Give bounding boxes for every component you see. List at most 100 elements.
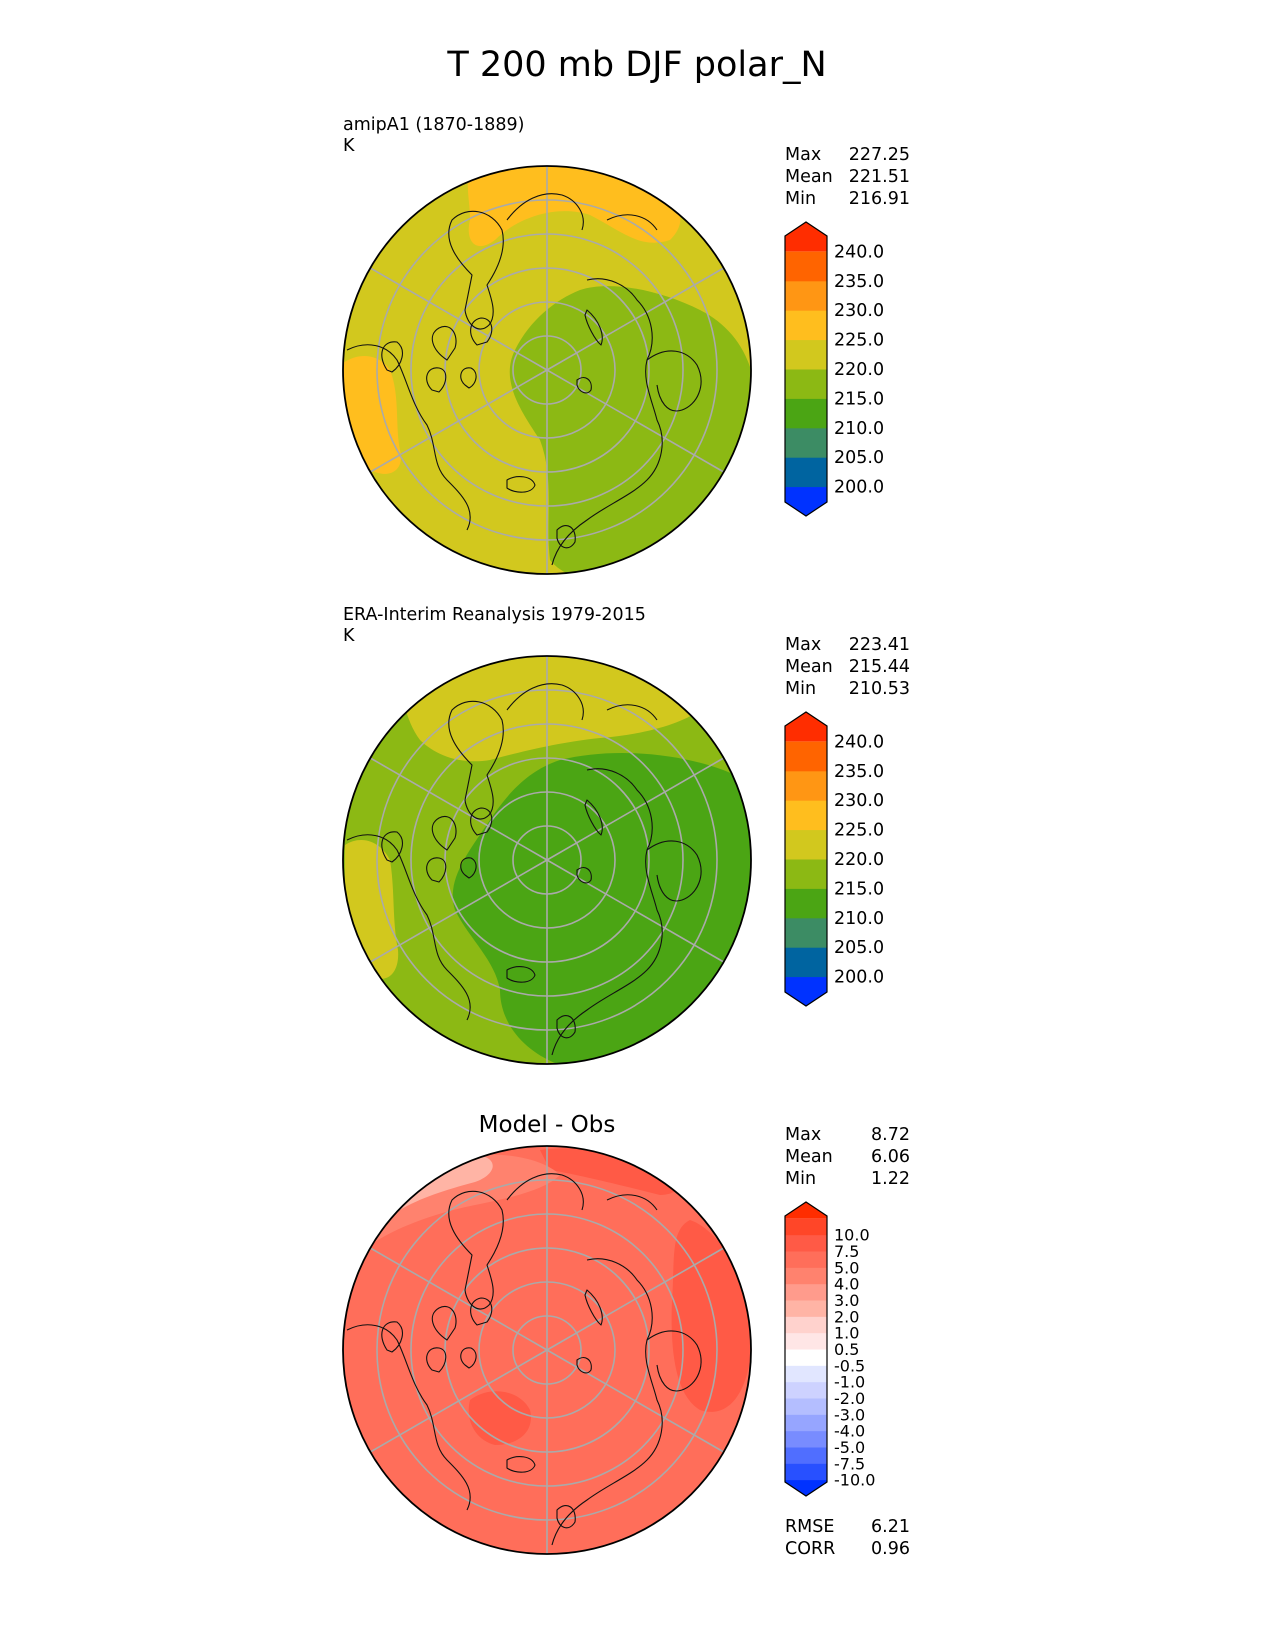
colorbar-swatch (785, 1430, 827, 1448)
colorbar-swatch (785, 1463, 827, 1481)
colorbar-swatch (785, 1251, 827, 1268)
panel-1-map-border (342, 165, 752, 575)
colorbar-tick-label: 1.0 (834, 1324, 859, 1343)
stat-label: Mean (785, 1147, 833, 1167)
stat-label: CORR (785, 1539, 835, 1559)
panel-2: ERA-Interim Reanalysis 1979-2015 K Max (342, 605, 910, 1065)
colorbar-swatch (785, 1365, 827, 1383)
colorbar-swatch (785, 457, 827, 488)
panel-3-extra-stats: RMSE 6.21 CORR 0.96 (785, 1517, 910, 1559)
colorbar-swatch (785, 339, 827, 370)
stat-value: 223.41 (849, 635, 910, 655)
stat-label: Mean (785, 167, 833, 187)
stat-label: Max (785, 635, 821, 655)
panel-2-stats: Max 223.41 Mean 215.44 Min 210.53 (785, 635, 910, 699)
stat-label: Min (785, 679, 816, 699)
colorbar-swatch (785, 222, 827, 252)
figure-title: T 200 mb DJF polar_N (446, 45, 826, 85)
colorbar-tick-label: 200.0 (834, 968, 884, 988)
panel-1-units: K (343, 136, 355, 156)
colorbar-swatch (785, 251, 827, 282)
colorbar-swatch (785, 859, 827, 889)
colorbar-swatch (785, 1479, 827, 1496)
panel-2-colorbar: 200.0 205.0 210.0 215.0 220.0 225.0 230.0 235.0… (784, 711, 884, 1007)
colorbar-tick-label: -2.0 (834, 1389, 865, 1408)
colorbar-swatch (785, 712, 827, 742)
colorbar-swatch (785, 829, 827, 860)
colorbar-tick-label: 230.0 (834, 791, 884, 811)
colorbar-swatch (785, 1332, 827, 1350)
colorbar-swatch (785, 1349, 827, 1366)
stat-label: Max (785, 145, 821, 165)
stat-label: Min (785, 1169, 816, 1189)
colorbar-tick-label: 240.0 (834, 732, 884, 752)
colorbar-tick-label: 235.0 (834, 762, 884, 782)
colorbar-tick-label: 240.0 (834, 242, 884, 262)
colorbar-tick-label: 210.0 (834, 909, 884, 929)
colorbar-tick-label: 10.0 (834, 1226, 870, 1245)
colorbar-swatch (785, 1283, 827, 1301)
panel-3-map-border (342, 1145, 752, 1555)
panel-1: amipA1 (1870-1889) K Max 227.25 (342, 115, 910, 575)
panel-3-stats: Max 8.72 Mean 6.06 Min 1.22 (785, 1125, 910, 1189)
colorbar-swatch (785, 770, 827, 801)
colorbar-tick-label: 225.0 (834, 821, 884, 841)
colorbar-swatch (785, 1300, 827, 1317)
colorbar-tick-label: 230.0 (834, 301, 884, 321)
stat-value: 221.51 (849, 167, 910, 187)
panel-3-grid (369, 1146, 725, 1554)
panel-3: Model - Obs Max 8.72 Mean (342, 1112, 910, 1559)
colorbar-tick-label: 225.0 (834, 331, 884, 351)
panel-2-title: ERA-Interim Reanalysis 1979-2015 (343, 605, 646, 625)
colorbar-swatch (785, 280, 827, 311)
stat-value: 0.96 (871, 1539, 910, 1559)
colorbar-swatch (785, 1414, 827, 1432)
colorbar-tick-label: 215.0 (834, 389, 884, 409)
colorbar-tick-label: 220.0 (834, 360, 884, 380)
colorbar-tick-label: -1.0 (834, 1373, 865, 1392)
colorbar-swatch (785, 976, 827, 1006)
colorbar-swatch (785, 1447, 827, 1464)
colorbar-tick-label: 3.0 (834, 1291, 859, 1310)
colorbar-swatch (785, 486, 827, 516)
colorbar-tick-label: 5.0 (834, 1258, 859, 1277)
colorbar-tick-label: -10.0 (834, 1471, 875, 1490)
colorbar-swatch (785, 398, 827, 429)
colorbar-tick-label: 4.0 (834, 1275, 859, 1294)
colorbar-tick-label: -3.0 (834, 1405, 865, 1424)
colorbar-tick-label: 205.0 (834, 938, 884, 958)
colorbar-swatch (785, 427, 827, 458)
colorbar-tick-label: 215.0 (834, 879, 884, 899)
panel-3-map (342, 1145, 752, 1555)
colorbar-tick-label: 210.0 (834, 419, 884, 439)
stat-value: 6.21 (871, 1517, 910, 1537)
panel-1-grid (369, 166, 725, 574)
stat-label: Max (785, 1125, 821, 1145)
stat-value: 1.22 (871, 1169, 910, 1189)
colorbar-tick-label: 2.0 (834, 1307, 859, 1326)
panel-1-stats: Max 227.25 Mean 221.51 Min 216.91 (785, 145, 910, 209)
panel-1-colorbar: 200.0 205.0 210.0 215.0 220.0 225.0 230.0 235.0… (784, 221, 884, 517)
colorbar-swatch (785, 1202, 827, 1219)
colorbar-tick-label: -7.5 (834, 1454, 865, 1473)
colorbar-swatch (785, 800, 827, 831)
colorbar-swatch (785, 369, 827, 399)
panel-1-region-1 (343, 166, 681, 474)
colorbar-tick-label: -0.5 (834, 1356, 865, 1375)
colorbar-tick-label: -5.0 (834, 1438, 865, 1457)
colorbar-swatch (785, 1234, 827, 1252)
panel-3-centered-title: Model - Obs (479, 1112, 616, 1138)
colorbar-tick-label: 220.0 (834, 850, 884, 870)
stat-value: 215.44 (849, 657, 910, 677)
panel-2-map-border (342, 655, 752, 1065)
colorbar-swatch (785, 917, 827, 948)
stat-label: Min (785, 189, 816, 209)
colorbar-swatch (785, 310, 827, 341)
panel-1-title: amipA1 (1870-1889) (343, 115, 524, 135)
colorbar-swatch (785, 1381, 827, 1399)
colorbar-swatch (785, 1267, 827, 1285)
colorbar-tick-label: 200.0 (834, 478, 884, 498)
colorbar-outline (784, 221, 828, 517)
panel-2-grid (369, 656, 725, 1064)
stat-value: 210.53 (849, 679, 910, 699)
